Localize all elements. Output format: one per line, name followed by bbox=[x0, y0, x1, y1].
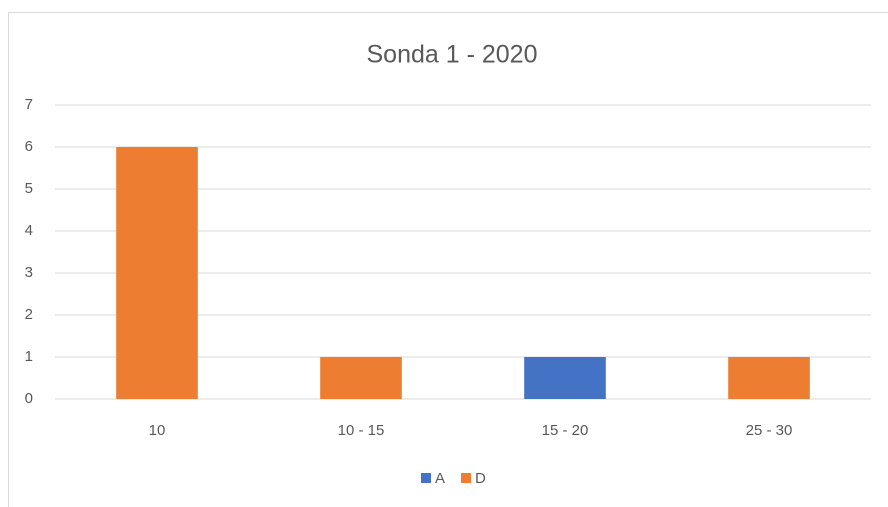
y-tick-label: 1 bbox=[25, 348, 33, 365]
y-tick-label: 7 bbox=[25, 96, 33, 113]
y-tick-label: 2 bbox=[25, 306, 33, 323]
y-tick-label: 4 bbox=[25, 222, 33, 239]
x-tick-label: 15 - 20 bbox=[542, 422, 589, 439]
y-tick-label: 5 bbox=[25, 180, 33, 197]
chart-title: Sonda 1 - 2020 bbox=[367, 41, 538, 69]
x-tick-label: 10 - 15 bbox=[338, 422, 385, 439]
legend-label: A bbox=[435, 470, 445, 487]
legend-swatch bbox=[461, 473, 471, 483]
x-tick-label: 10 bbox=[149, 422, 166, 439]
bar bbox=[728, 357, 810, 399]
y-tick-label: 3 bbox=[25, 264, 33, 281]
bar bbox=[116, 147, 198, 399]
legend-label: D bbox=[475, 470, 486, 487]
bar bbox=[320, 357, 402, 399]
y-tick-label: 6 bbox=[25, 138, 33, 155]
y-tick-label: 0 bbox=[25, 390, 33, 407]
x-tick-label: 25 - 30 bbox=[746, 422, 793, 439]
legend-swatch bbox=[421, 473, 431, 483]
bar bbox=[524, 357, 606, 399]
